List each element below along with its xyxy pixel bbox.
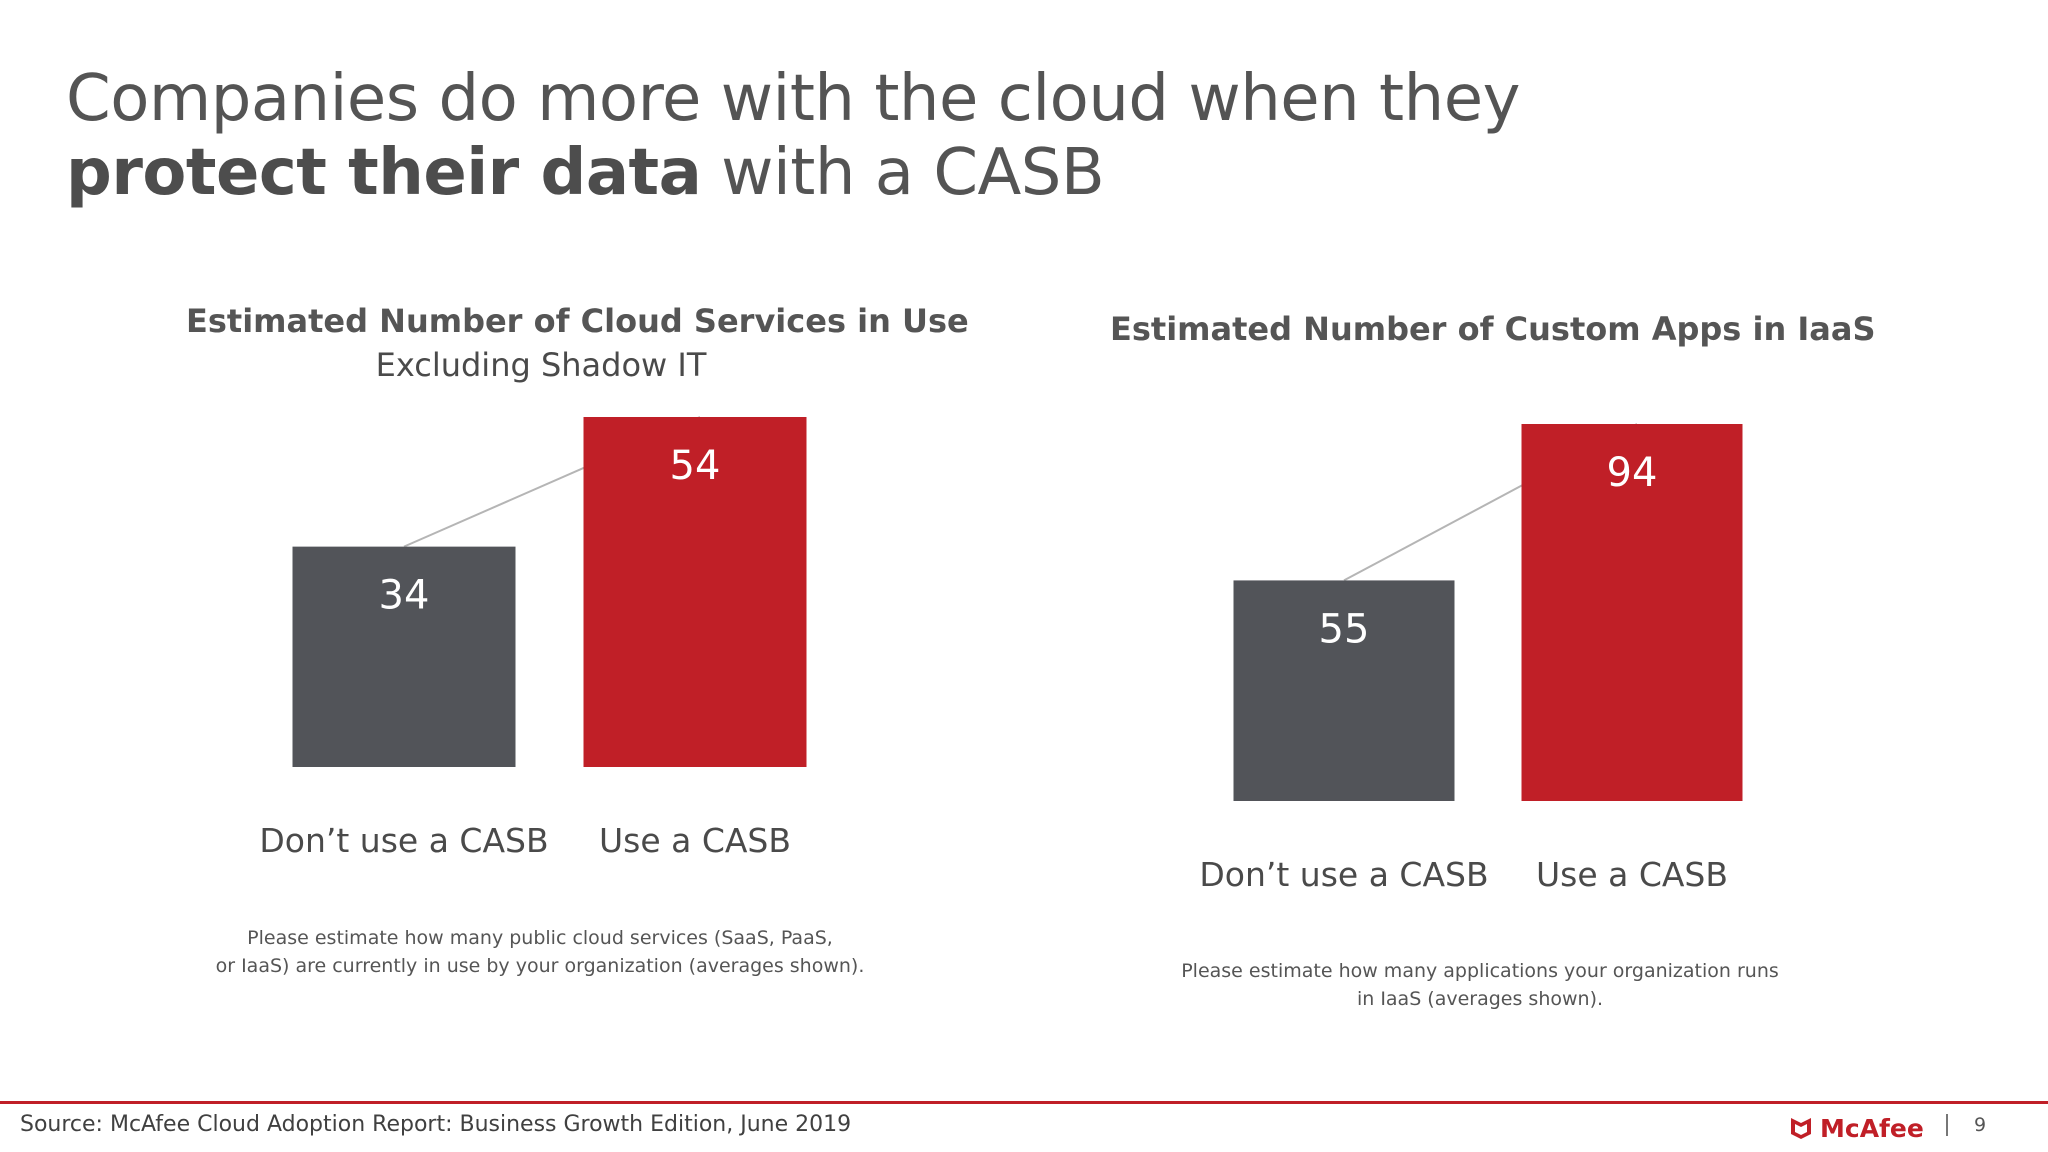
footer-divider (0, 1101, 2048, 1104)
chart-1-note: Please estimate how many public cloud se… (190, 924, 890, 980)
chart-1-bar-2 (583, 417, 807, 767)
chart-1-subtitle: Excluding Shadow IT (375, 346, 707, 384)
chart-1-bar-1 (292, 546, 516, 767)
bar-charts: 34 Don’t use a CASB 54 Use a CASB 55 Don’t us… (259, 416, 1743, 894)
slide-title: Companies do more with the cloud when th… (66, 62, 1766, 210)
chart-1-note-line2: or IaaS) are currently in use by your or… (215, 955, 865, 977)
chart-1-category-label-1: Don’t use a CASB (259, 821, 548, 860)
chart-2-note: Please estimate how many applications yo… (1120, 957, 1840, 1013)
mcafee-logo: McAfee (1788, 1112, 1924, 1144)
chart-2-note-line1: Please estimate how many applications yo… (1181, 960, 1779, 982)
chart-2-category-label-1: Don’t use a CASB (1199, 855, 1488, 894)
chart-2-data-label-1: 55 (1319, 606, 1370, 652)
mcafee-shield-icon (1791, 1118, 1811, 1139)
footer-separator (1946, 1114, 1948, 1136)
chart-1-title: Estimated Number of Cloud Services in Us… (186, 302, 969, 340)
chart-2-bar-1 (1233, 580, 1455, 801)
slide-title-line1: Companies do more with the cloud when th… (66, 62, 1520, 136)
page-number: 9 (1974, 1114, 1987, 1136)
slide-title-emphasis: protect their data (66, 136, 702, 210)
source-citation: Source: McAfee Cloud Adoption Report: Bu… (20, 1112, 852, 1137)
chart-2-category-label-2: Use a CASB (1536, 855, 1728, 894)
chart-1-category-label-2: Use a CASB (599, 821, 791, 860)
slide-title-line2-rest: with a CASB (701, 136, 1105, 210)
chart-2-note-line2: in IaaS (averages shown). (1356, 988, 1604, 1010)
chart-2-data-label-2: 94 (1607, 450, 1658, 496)
chart-1-note-line1: Please estimate how many public cloud se… (247, 927, 833, 949)
mcafee-logo-text: McAfee (1820, 1113, 1924, 1143)
chart-1-data-label-1: 34 (379, 573, 430, 619)
chart-1-data-label-2: 54 (670, 443, 721, 489)
slide-title-line2: protect their data with a CASB (66, 136, 1766, 210)
chart-2-bar-2 (1521, 424, 1743, 801)
chart-2-title: Estimated Number of Custom Apps in IaaS (1110, 310, 1876, 348)
